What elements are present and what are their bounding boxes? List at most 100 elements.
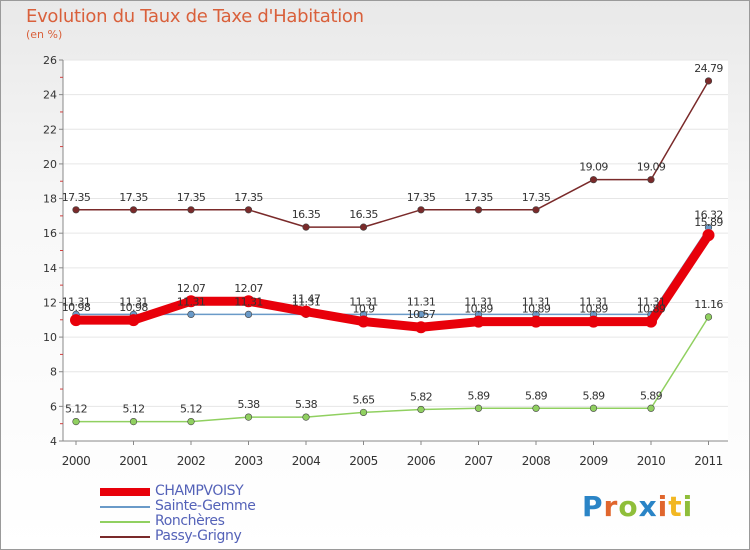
legend-swatch [100, 506, 150, 508]
series-line-sainte-gemme [76, 227, 710, 316]
data-point [244, 206, 253, 214]
data-point [417, 405, 425, 414]
data-point [72, 418, 80, 426]
chart-title: Evolution du Taux de Taxe d'Habitation [26, 6, 364, 27]
data-point [185, 295, 197, 308]
y-axis-unit: (en %) [26, 28, 63, 41]
data-point [127, 314, 140, 327]
x-tick-label: 2000 [62, 454, 91, 468]
legend-item-passy-grigny: Passy-Grigny [100, 528, 300, 545]
data-point [129, 206, 138, 214]
x-tick-label: 2003 [234, 454, 263, 468]
data-point [589, 176, 598, 184]
y-tick-label: 16 [43, 227, 57, 240]
data-point [70, 314, 82, 327]
y-tick-label: 8 [50, 366, 57, 379]
data-label: 11.31 [119, 295, 148, 308]
data-label: 5.38 [237, 398, 260, 411]
data-label: 10.9 [352, 303, 375, 316]
data-label: 11.31 [292, 295, 321, 308]
data-point [415, 321, 427, 334]
y-tick-label: 24 [43, 89, 57, 102]
x-tick-label: 2010 [637, 454, 666, 468]
data-point [187, 206, 195, 214]
data-label: 11.16 [694, 298, 723, 311]
legend-label: CHAMPVOISY [155, 483, 244, 499]
data-label: 10.89 [464, 303, 493, 316]
x-tick-label: 2006 [407, 454, 436, 468]
x-tick-label: 2011 [694, 454, 723, 468]
data-point [187, 418, 195, 426]
x-tick-label: 2002 [177, 454, 206, 468]
data-point [357, 315, 370, 328]
data-label: 5.38 [295, 398, 318, 411]
data-label: 5.82 [410, 390, 432, 403]
data-label: 5.12 [122, 403, 144, 416]
data-point [244, 413, 253, 421]
data-point [359, 408, 368, 417]
data-point [704, 77, 713, 85]
data-label: 10.89 [579, 303, 608, 316]
data-label: 11.47 [292, 293, 321, 306]
data-label: 5.89 [467, 389, 490, 402]
data-label: 19.09 [637, 161, 666, 174]
y-tick-label: 18 [43, 193, 57, 206]
legend-item-champvoisy: CHAMPVOISY [100, 483, 300, 500]
legend-item-sainte-gemme: Sainte-Gemme [100, 498, 300, 515]
data-label: 5.12 [65, 403, 87, 416]
data-label: 11.31 [637, 295, 666, 308]
data-point [704, 313, 713, 321]
data-point [530, 315, 542, 328]
data-point [474, 404, 483, 412]
data-point [72, 206, 80, 214]
data-label: 15.89 [694, 216, 723, 229]
data-point [302, 223, 310, 231]
data-label: 16.35 [292, 208, 321, 221]
y-tick-label: 6 [50, 400, 57, 413]
legend: CHAMPVOISY Sainte-Gemme Ronchères Passy-… [100, 483, 300, 545]
data-point [532, 206, 540, 214]
data-point [300, 305, 312, 318]
data-label: 11.31 [234, 295, 263, 308]
plot-area [63, 60, 728, 441]
data-label: 5.89 [640, 389, 663, 402]
data-label: 17.35 [234, 191, 263, 204]
data-label: 10.98 [119, 301, 148, 314]
data-label: 10.89 [637, 303, 666, 316]
data-label: 5.89 [525, 389, 548, 402]
y-tick-label: 14 [43, 262, 57, 275]
x-tick-label: 2001 [119, 454, 148, 468]
data-point [647, 176, 655, 184]
data-label: 17.35 [119, 191, 148, 204]
y-tick-label: 4 [50, 435, 57, 448]
y-tick-label: 10 [43, 331, 57, 344]
data-label: 17.35 [522, 191, 551, 204]
data-label: 11.31 [464, 295, 493, 308]
data-label: 10.89 [522, 303, 551, 316]
data-label: 17.35 [407, 191, 436, 204]
data-label: 5.12 [180, 403, 202, 416]
legend-label: Passy-Grigny [155, 528, 242, 544]
data-point [589, 404, 598, 412]
data-point [587, 315, 600, 328]
x-tick-label: 2005 [349, 454, 378, 468]
y-tick-label: 26 [43, 54, 57, 67]
legend-swatch [100, 536, 150, 538]
legend-label: Ronchères [155, 513, 225, 529]
data-point [417, 206, 425, 214]
data-point [187, 310, 195, 319]
data-point [472, 315, 485, 328]
data-label: 11.31 [579, 295, 608, 308]
data-point [532, 404, 540, 412]
data-point [702, 229, 715, 242]
data-label: 11.31 [177, 295, 206, 308]
legend-swatch [100, 488, 150, 496]
data-label: 12.07 [177, 282, 206, 295]
data-label: 11.31 [522, 295, 551, 308]
y-tick-label: 22 [43, 123, 57, 136]
series-line-ronchères [76, 316, 710, 423]
data-label: 11.31 [407, 295, 436, 308]
data-label: 24.79 [694, 62, 723, 75]
data-label: 10.98 [62, 301, 91, 314]
